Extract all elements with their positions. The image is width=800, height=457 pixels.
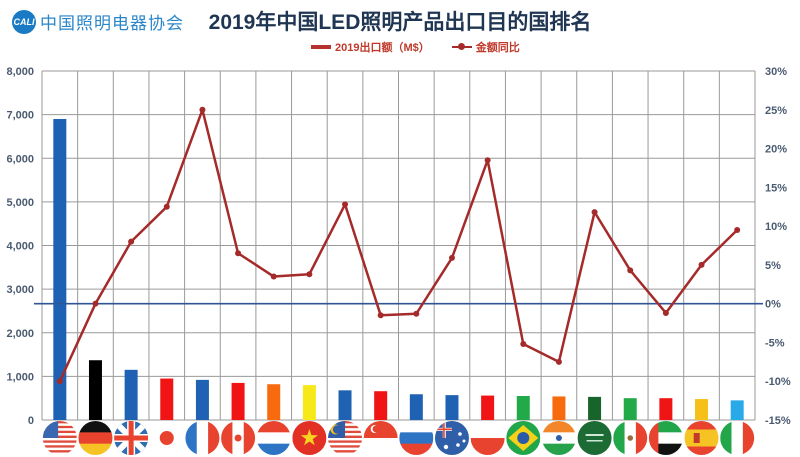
y2-axis-tick-label: 0%	[765, 299, 781, 311]
y-axis-tick-label: 3,000	[6, 284, 34, 296]
y2-axis-tick-label: -5%	[765, 337, 785, 349]
y-axis-tick-label: 0	[28, 415, 34, 427]
y-axis-tick-label: 6,000	[6, 153, 34, 165]
y2-axis-tick-label: -15%	[765, 415, 791, 427]
y2-axis-tick-label: -10%	[765, 376, 791, 388]
y2-axis-tick-label: 20%	[765, 144, 787, 156]
y-axis-tick-label: 2,000	[6, 328, 34, 340]
sa-flag-icon	[577, 421, 612, 455]
yoy-point	[555, 358, 562, 365]
bar-pl	[481, 395, 495, 420]
yoy-point	[92, 300, 99, 307]
bar-sg	[374, 391, 388, 420]
y2-axis-tick-label: 25%	[765, 105, 787, 117]
bar-es	[695, 399, 709, 420]
yoy-point	[235, 250, 242, 257]
legend-item-bar: 2019出口额（M$）	[311, 39, 430, 55]
yoy-point	[520, 340, 527, 347]
bar-ae	[659, 398, 673, 420]
y2-axis-tick-label: 10%	[765, 221, 787, 233]
my-flag-icon	[328, 421, 363, 455]
y2-axis-tick-label: 30%	[765, 66, 787, 78]
bar-vn	[302, 385, 316, 420]
y-axis-tick-label: 7,000	[6, 110, 34, 122]
yoy-point	[342, 201, 349, 208]
bar-au	[445, 395, 459, 420]
yoy-point	[734, 226, 741, 233]
yoy-point	[377, 312, 384, 319]
bar-jp	[160, 378, 174, 420]
yoy-point	[306, 271, 313, 278]
bar-it	[730, 400, 744, 420]
cali-logo-icon: CALI	[12, 9, 36, 34]
bar-my	[338, 390, 352, 420]
yoy-point	[128, 238, 135, 245]
es-flag-icon	[684, 421, 719, 455]
logo-text: 中国照明电器协会	[40, 14, 184, 34]
association-logo: CALI 中国照明电器协会	[12, 9, 184, 34]
yoy-point	[662, 309, 669, 316]
bar-mx	[623, 398, 637, 420]
gb-flag-icon	[114, 421, 149, 455]
au-flag-icon	[434, 421, 469, 455]
bar-nl	[267, 384, 281, 420]
sg-flag-icon	[363, 421, 398, 455]
legend-bar-swatch-icon	[311, 45, 331, 49]
y-axis-tick-label: 8,000	[6, 66, 34, 78]
legend-line-marker-icon	[451, 43, 472, 50]
yoy-point	[413, 310, 420, 317]
ca-flag-icon	[221, 421, 256, 455]
ae-flag-icon	[648, 421, 683, 455]
it-flag-icon	[720, 421, 755, 455]
bar-us	[53, 118, 67, 421]
us-flag-icon	[42, 421, 77, 455]
yoy-point	[627, 267, 634, 274]
legend-bar-label: 2019出口额（M$）	[335, 42, 430, 54]
bar-ru	[409, 394, 423, 420]
bar-fr	[195, 379, 209, 420]
bar-gb	[124, 369, 138, 420]
y-axis-tick-label: 4,000	[6, 241, 34, 253]
pl-flag-icon	[470, 421, 505, 455]
vn-flag-icon	[292, 421, 327, 455]
bar-sa	[588, 396, 602, 420]
in-flag-icon	[541, 421, 576, 455]
bar-ca	[231, 382, 245, 420]
y2-axis-tick-label: 15%	[765, 182, 787, 194]
fr-flag-icon	[185, 421, 220, 455]
jp-flag-icon	[149, 421, 184, 455]
bar-in	[552, 396, 566, 420]
yoy-point	[698, 261, 705, 268]
ru-flag-icon	[399, 421, 434, 455]
yoy-point	[448, 254, 455, 261]
de-flag-icon	[78, 421, 113, 455]
br-flag-icon	[506, 421, 541, 455]
y-axis-tick-label: 5,000	[6, 197, 34, 209]
bar-de	[88, 360, 102, 420]
yoy-line	[58, 108, 739, 382]
mx-flag-icon	[613, 421, 648, 455]
yoy-point	[56, 378, 63, 385]
yoy-point	[163, 203, 170, 210]
chart-title: 2019年中国LED照明产品出口目的国排名	[208, 11, 592, 34]
y2-axis-tick-label: 5%	[765, 260, 781, 272]
legend-line-label: 金额同比	[475, 42, 520, 54]
legend-item-line: 金额同比	[451, 39, 520, 55]
yoy-point	[199, 106, 206, 113]
bar-br	[516, 396, 530, 420]
yoy-point	[270, 273, 277, 280]
nl-flag-icon	[256, 421, 291, 455]
chart-legend: 2019出口额（M$） 金额同比	[311, 39, 520, 55]
yoy-point	[591, 209, 598, 216]
y-axis-tick-label: 1,000	[6, 371, 34, 383]
yoy-point	[484, 157, 491, 164]
